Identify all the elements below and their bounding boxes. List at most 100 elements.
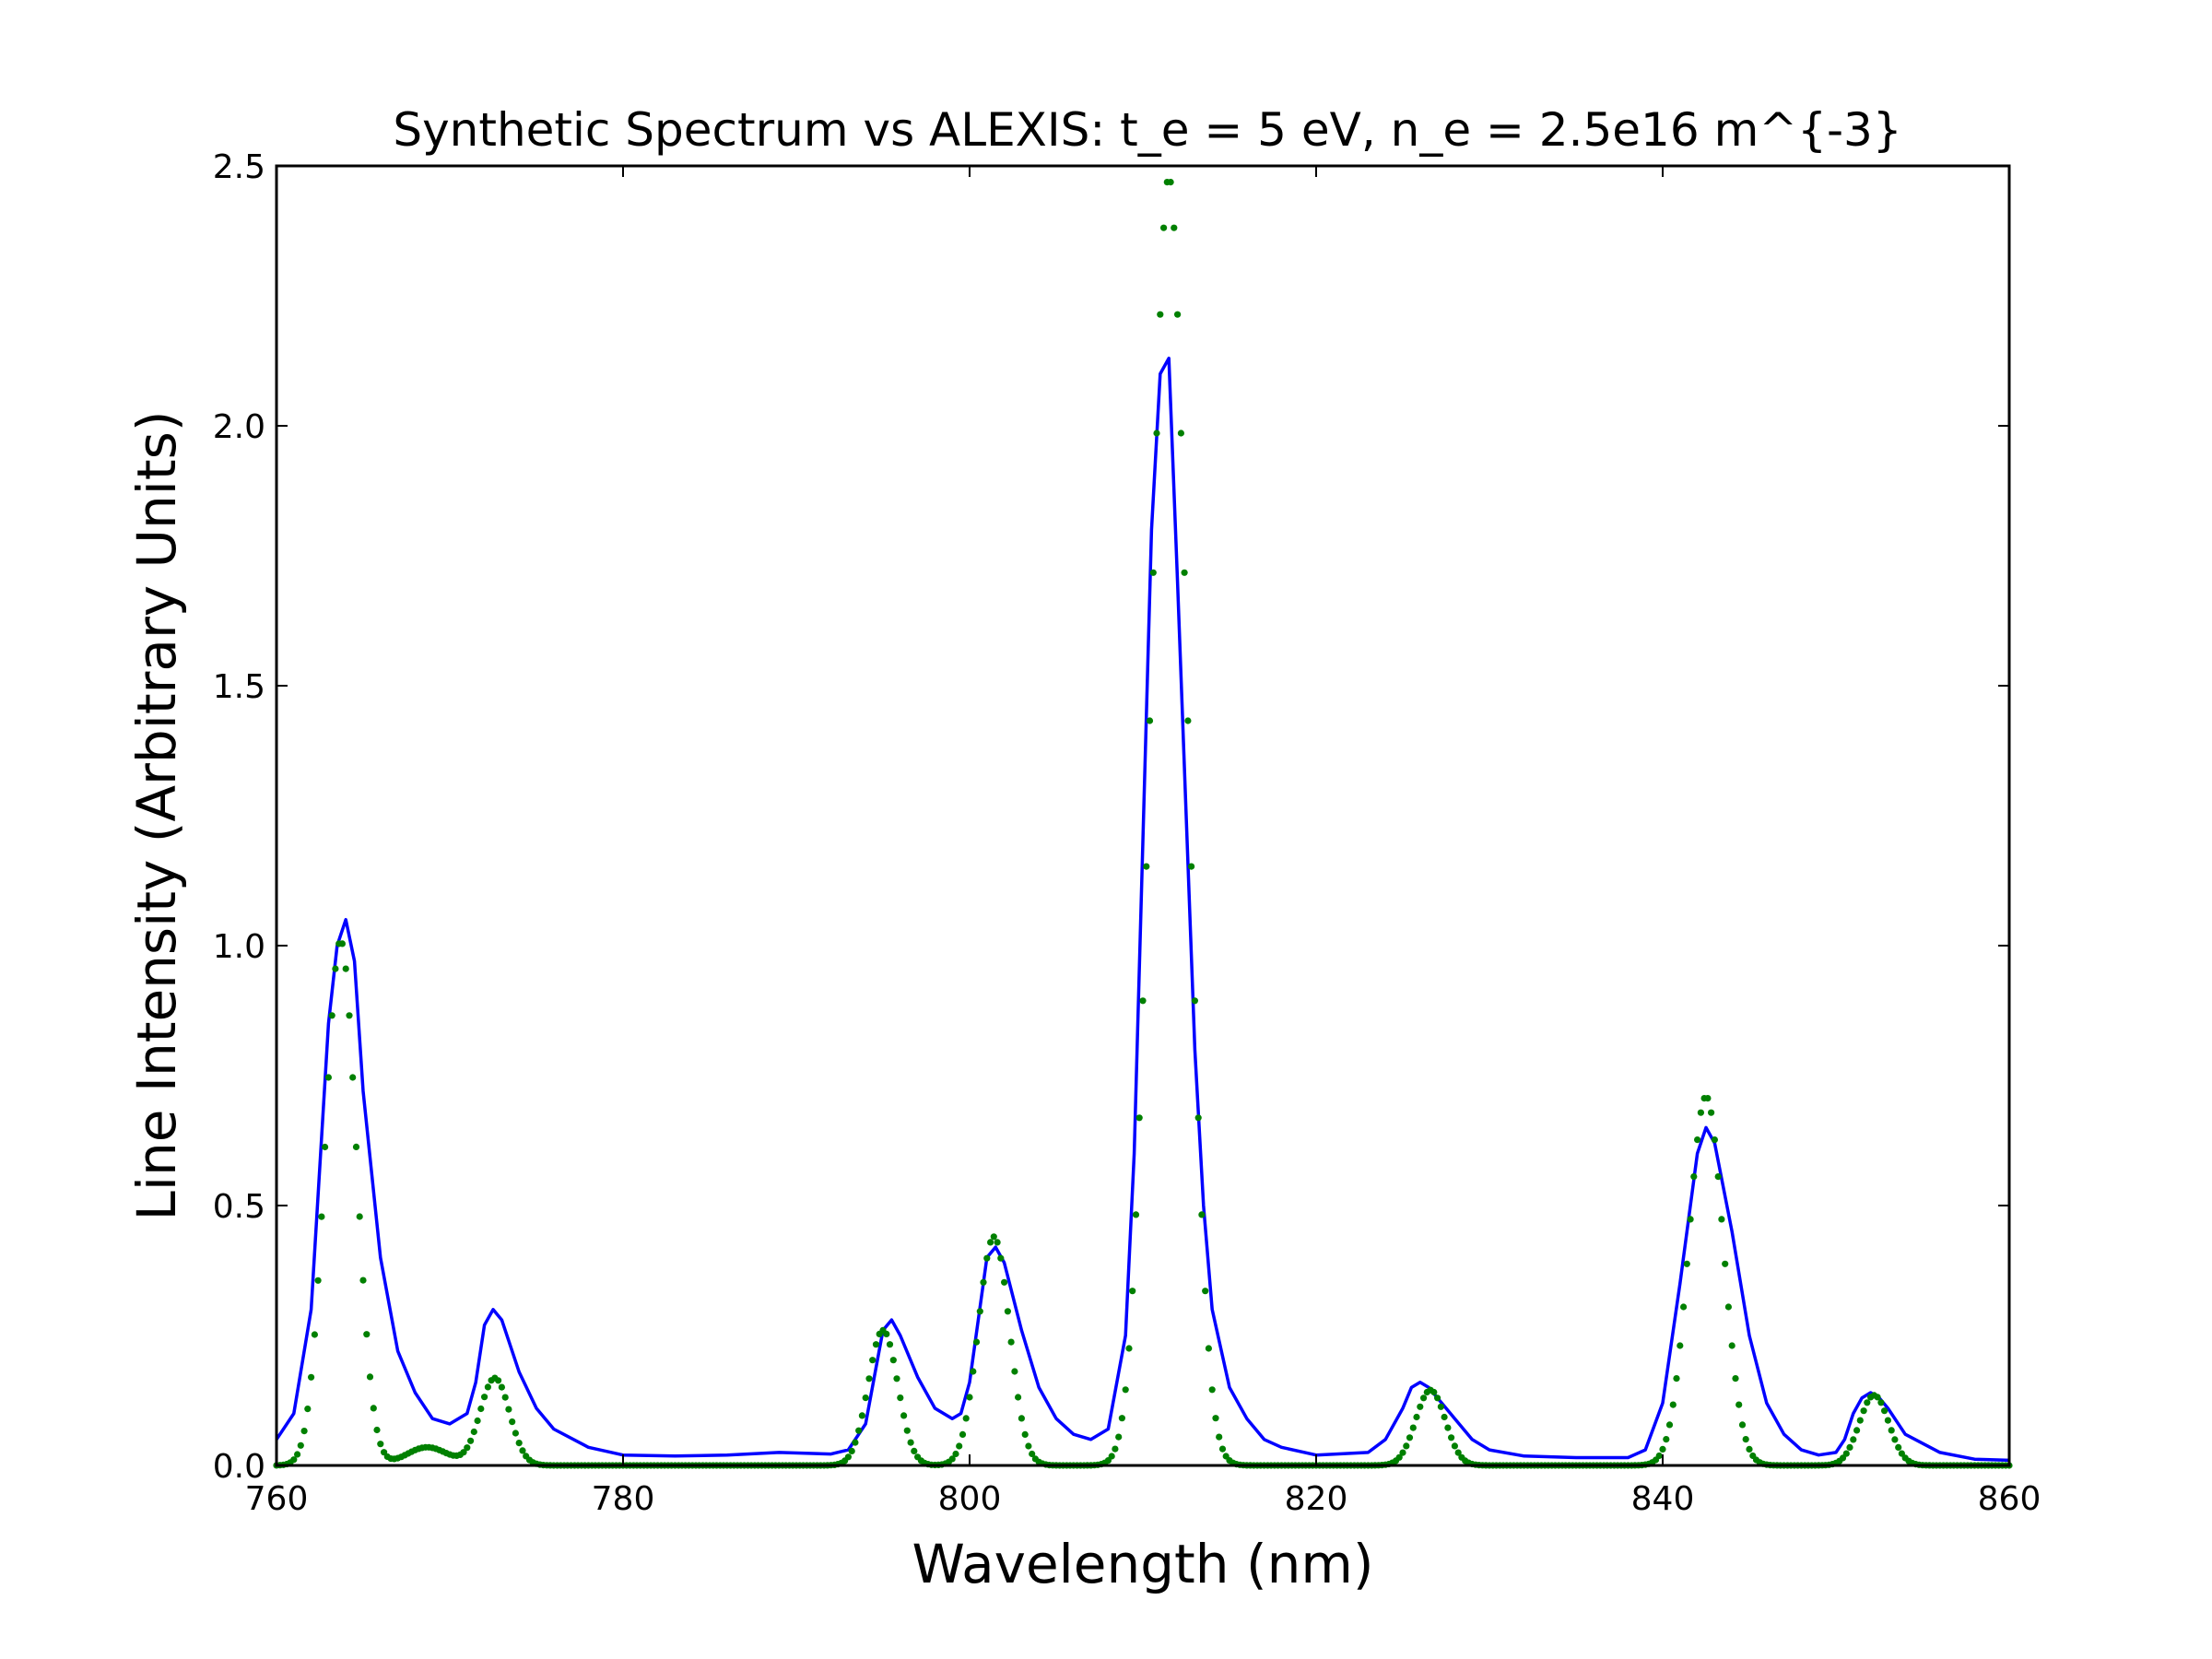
synthetic-point — [1659, 1445, 1666, 1453]
synthetic-point — [1413, 1413, 1420, 1421]
synthetic-point — [297, 1441, 304, 1449]
synthetic-point — [1143, 863, 1150, 870]
synthetic-point — [484, 1383, 492, 1391]
synthetic-point — [1160, 224, 1168, 231]
synthetic-point — [1888, 1427, 1895, 1434]
synthetic-point — [1018, 1415, 1025, 1422]
synthetic-point — [1420, 1394, 1428, 1402]
synthetic-point — [983, 1254, 991, 1262]
synthetic-point — [359, 1277, 367, 1284]
synthetic-point — [1007, 1338, 1015, 1346]
synthetic-point — [1718, 1216, 1725, 1223]
synthetic-point — [1738, 1421, 1747, 1429]
synthetic-point — [1184, 717, 1192, 724]
x-tick-label: 860 — [1978, 1480, 2041, 1518]
synthetic-point — [1188, 863, 1195, 870]
synthetic-point — [1714, 1173, 1722, 1181]
synthetic-point — [1853, 1427, 1861, 1434]
synthetic-point — [1732, 1375, 1739, 1382]
synthetic-point — [976, 1308, 983, 1315]
synthetic-point — [900, 1412, 908, 1419]
synthetic-point — [349, 1074, 357, 1081]
synthetic-point — [1202, 1288, 1209, 1295]
synthetic-point — [1708, 1109, 1715, 1116]
y-tick-label: 1.0 — [213, 928, 265, 966]
synthetic-point — [498, 1383, 506, 1391]
synthetic-point — [1850, 1436, 1857, 1443]
y-axis-label: Line Intensity (Arbitrary Units) — [125, 411, 188, 1221]
synthetic-point — [1881, 1407, 1888, 1415]
synthetic-point — [1198, 1211, 1206, 1218]
synthetic-point — [1437, 1403, 1444, 1410]
synthetic-point — [1406, 1434, 1414, 1441]
synthetic-point — [990, 1233, 997, 1241]
synthetic-point — [883, 1330, 890, 1337]
synthetic-point — [1212, 1415, 1219, 1422]
synthetic-point — [1839, 1454, 1847, 1462]
synthetic-point — [1108, 1453, 1115, 1460]
synthetic-point — [970, 1368, 977, 1375]
synthetic-point — [972, 1338, 981, 1346]
synthetic-point — [294, 1451, 301, 1458]
synthetic-point — [366, 1373, 374, 1381]
synthetic-point — [1441, 1413, 1448, 1421]
synthetic-point — [1015, 1394, 1022, 1401]
synthetic-point — [1403, 1442, 1410, 1450]
synthetic-point — [848, 1447, 855, 1454]
synthetic-point — [956, 1442, 963, 1450]
synthetic-point — [1011, 1368, 1018, 1375]
synthetic-point — [903, 1427, 911, 1434]
synthetic-point — [893, 1375, 900, 1382]
chart-title: Synthetic Spectrum vs ALEXIS: t_e = 5 eV… — [393, 103, 1901, 157]
synthetic-point — [308, 1373, 315, 1381]
synthetic-point — [852, 1439, 859, 1446]
synthetic-point — [1205, 1345, 1212, 1352]
synthetic-point — [1395, 1453, 1403, 1461]
synthetic-point — [519, 1447, 526, 1454]
synthetic-point — [1174, 311, 1182, 318]
synthetic-point — [1724, 1303, 1732, 1311]
synthetic-point — [1171, 224, 1178, 231]
synthetic-point — [512, 1430, 520, 1437]
synthetic-point — [962, 1415, 970, 1422]
synthetic-point — [356, 1213, 363, 1220]
synthetic-point — [889, 1357, 897, 1364]
x-tick-label: 780 — [592, 1480, 655, 1518]
synthetic-point — [1451, 1442, 1458, 1450]
synthetic-point — [1864, 1399, 1871, 1406]
synthetic-point — [338, 940, 346, 947]
y-tick-label: 0.0 — [213, 1448, 265, 1486]
synthetic-point — [322, 1143, 329, 1151]
synthetic-point — [1444, 1424, 1452, 1431]
synthetic-point — [377, 1441, 384, 1448]
synthetic-point — [1153, 429, 1160, 437]
synthetic-point — [997, 1254, 1005, 1262]
synthetic-point — [300, 1428, 308, 1435]
plot-frame — [275, 164, 2011, 1467]
y-tick-label: 0.5 — [213, 1188, 265, 1226]
synthetic-point — [328, 1012, 335, 1019]
x-tick-label: 760 — [245, 1480, 309, 1518]
synthetic-point — [1728, 1342, 1735, 1349]
synthetic-point — [1146, 717, 1154, 724]
synthetic-point — [1149, 569, 1157, 576]
synthetic-point — [495, 1377, 502, 1384]
synthetic-point — [373, 1426, 381, 1434]
synthetic-point — [324, 1074, 332, 1081]
synthetic-point — [1177, 429, 1184, 437]
synthetic-point — [352, 1143, 360, 1150]
synthetic-point — [1118, 1415, 1125, 1422]
synthetic-point — [1112, 1445, 1119, 1453]
synthetic-point — [501, 1394, 509, 1401]
synthetic-point — [980, 1278, 987, 1286]
y-tick-label: 1.5 — [213, 668, 265, 706]
synthetic-point — [1417, 1403, 1424, 1410]
synthetic-point — [1122, 1386, 1129, 1394]
synthetic-point — [1704, 1095, 1712, 1102]
synthetic-point — [1409, 1424, 1417, 1431]
synthetic-point — [342, 965, 349, 972]
synthetic-point — [332, 965, 339, 972]
synthetic-point — [470, 1428, 477, 1436]
